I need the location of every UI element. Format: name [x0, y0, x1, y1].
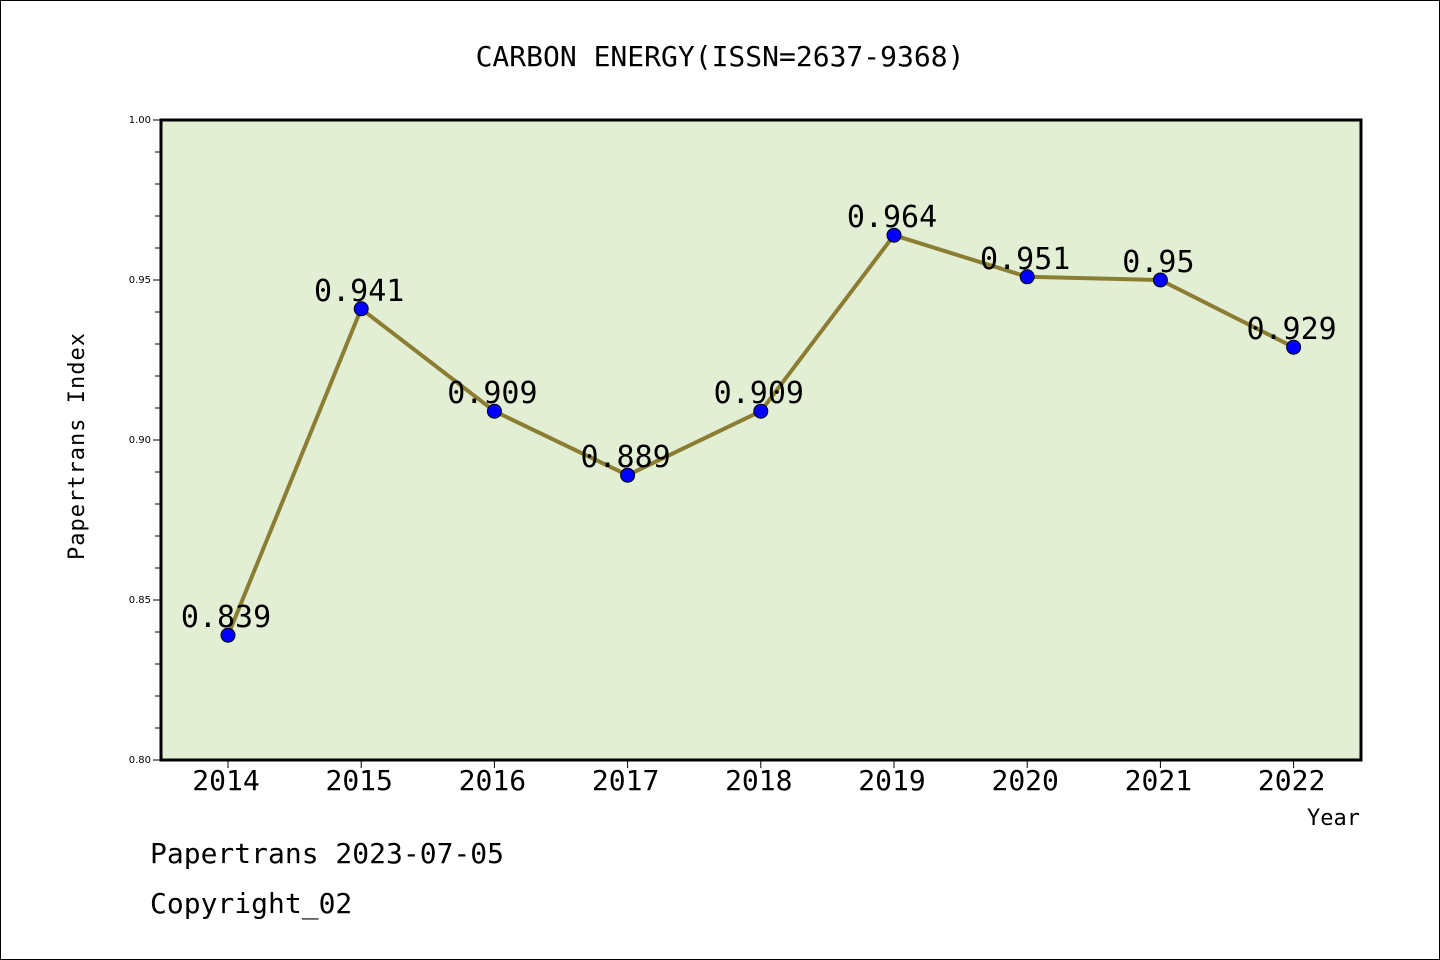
data-point — [753, 403, 769, 419]
data-label: 0.909 — [714, 376, 804, 411]
x-tick-label: 2022 — [1258, 764, 1325, 797]
data-point — [886, 227, 902, 243]
data-label: 0.839 — [181, 600, 271, 635]
y-tick-label: 0.85 — [129, 595, 151, 606]
x-tick-label: 2017 — [592, 764, 659, 797]
x-axis-label: Year — [1307, 806, 1360, 831]
y-tick-label: 0.90 — [129, 435, 151, 446]
data-label: 0.941 — [314, 274, 404, 309]
y-axis-label: Papertrans Index — [65, 332, 90, 560]
y-tick-label: 0.95 — [129, 275, 151, 286]
footer-date: Papertrans 2023-07-05 — [150, 837, 504, 870]
y-axis: 0.80 0.85 0.90 0.95 1.00 — [129, 115, 161, 766]
data-label: 0.929 — [1246, 312, 1336, 347]
data-point — [1152, 272, 1168, 288]
chart-title: CARBON ENERGY(ISSN=2637-9368) — [476, 40, 965, 73]
x-tick-label: 2016 — [459, 764, 526, 797]
x-tick-label: 2014 — [192, 764, 259, 797]
data-label: 0.909 — [447, 376, 537, 411]
data-label: 0.964 — [847, 200, 937, 235]
data-point — [1286, 339, 1302, 355]
x-axis: 2014 2015 2016 2017 2018 2019 2020 2021 2022 — [192, 760, 1325, 797]
y-tick-label: 1.00 — [129, 115, 151, 126]
data-markers — [220, 227, 1302, 643]
y-tick-label: 0.80 — [129, 755, 151, 766]
x-tick-label: 2020 — [991, 764, 1058, 797]
x-tick-label: 2019 — [858, 764, 925, 797]
x-tick-label: 2021 — [1125, 764, 1192, 797]
data-point — [353, 301, 369, 317]
data-labels: 0.839 0.941 0.909 0.889 0.909 0.964 0.951 0.95 0… — [181, 200, 1337, 635]
x-tick-label: 2018 — [725, 764, 792, 797]
footer-copyright: Copyright_02 — [150, 887, 352, 921]
data-label: 0.889 — [580, 440, 670, 475]
x-tick-label: 2015 — [325, 764, 392, 797]
data-point — [620, 467, 636, 483]
data-point — [486, 403, 502, 419]
data-label: 0.951 — [980, 242, 1070, 277]
data-point — [220, 627, 236, 643]
data-label: 0.95 — [1122, 245, 1194, 280]
data-point — [1019, 269, 1035, 285]
plot-area — [159, 118, 1363, 762]
